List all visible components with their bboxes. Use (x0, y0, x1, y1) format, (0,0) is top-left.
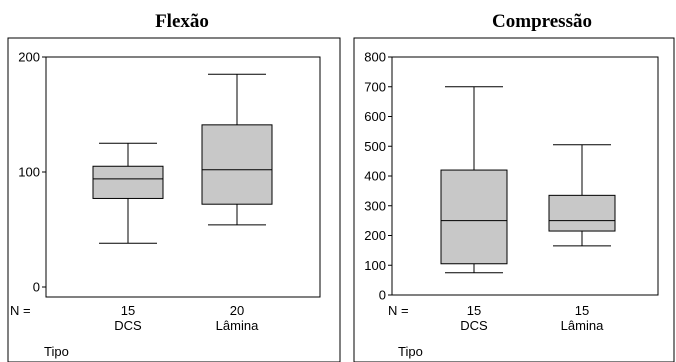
y-tick-label: 100 (18, 165, 40, 180)
x-axis-label: Tipo (398, 344, 423, 359)
panel-frame (353, 37, 675, 362)
y-tick-label: 200 (18, 50, 40, 65)
box-iqr (440, 169, 508, 265)
plot-area (391, 56, 659, 296)
y-tick-label: 400 (364, 169, 386, 184)
n-label: N = (10, 303, 31, 318)
panel-compressao: Compressão 0 100 200 300 400 500 600 700 800 N =… (353, 11, 675, 362)
x-category-label: DCS (114, 318, 142, 333)
n-value: 15 (575, 303, 589, 318)
boxes (92, 73, 273, 244)
box-iqr (548, 194, 616, 232)
n-value: 20 (230, 303, 244, 318)
x-category-label: DCS (460, 318, 488, 333)
y-axis: 0 100 200 300 400 500 600 700 800 (364, 50, 392, 303)
y-tick-label: 800 (364, 50, 386, 65)
box-iqr (201, 124, 273, 205)
y-tick-label: 200 (364, 228, 386, 243)
n-label: N = (388, 303, 409, 318)
n-value: 15 (467, 303, 481, 318)
n-value: 15 (121, 303, 135, 318)
chart-title: Flexão (155, 11, 209, 32)
y-tick-label: 700 (364, 79, 386, 94)
y-axis: 0 100 200 (18, 50, 46, 295)
x-category-label: Lâmina (561, 318, 604, 333)
boxes (440, 86, 616, 274)
x-category-label: Lâmina (216, 318, 259, 333)
y-tick-label: 100 (364, 258, 386, 273)
y-tick-label: 300 (364, 198, 386, 213)
y-tick-label: 0 (33, 280, 40, 295)
chart-title: Compressão (492, 11, 592, 32)
box-iqr (92, 165, 164, 199)
plot-area (45, 56, 321, 298)
y-tick-label: 500 (364, 139, 386, 154)
x-axis-label: Tipo (44, 344, 69, 359)
panel-frame (7, 37, 341, 362)
y-tick-label: 0 (379, 288, 386, 303)
y-tick-label: 600 (364, 109, 386, 124)
